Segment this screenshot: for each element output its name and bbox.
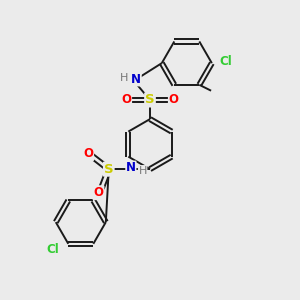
Text: O: O [121, 93, 131, 106]
Text: O: O [83, 147, 93, 160]
Text: S: S [104, 163, 114, 176]
Text: N: N [131, 73, 141, 86]
Text: O: O [94, 186, 103, 199]
Text: N: N [126, 161, 136, 174]
Text: S: S [145, 93, 155, 106]
Text: H: H [120, 74, 129, 83]
Text: O: O [169, 93, 179, 106]
Text: Cl: Cl [47, 243, 59, 256]
Text: H: H [139, 166, 147, 176]
Text: Cl: Cl [219, 55, 232, 68]
